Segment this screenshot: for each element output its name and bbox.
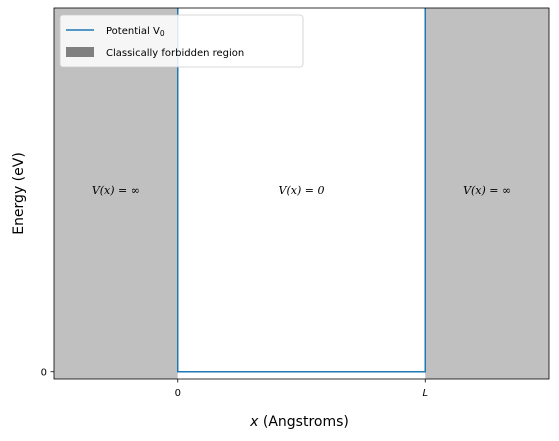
annotation-1: V(x) = 0 (279, 184, 325, 197)
legend-patch-label: Classically forbidden region (106, 48, 244, 59)
x-axis-label: x (Angstroms) (249, 414, 349, 430)
x-tick-label-0: 0 (175, 388, 181, 399)
annotation-0: V(x) = ∞ (92, 184, 140, 197)
x-axis-label-unit: (Angstroms) (258, 414, 348, 430)
forbidden-region-0 (54, 8, 178, 379)
legend-box (59, 14, 304, 68)
annotation-2: V(x) = ∞ (463, 184, 511, 197)
forbidden-region-1 (425, 8, 549, 379)
x-axis-label-variable: x (249, 414, 259, 430)
legend-line-label: Potential V0 (106, 26, 165, 38)
y-axis-label: Energy (eV) (11, 152, 27, 235)
plot-area (54, 8, 549, 379)
x-tick-label-1: L (422, 388, 428, 399)
y-tick-label-0: 0 (41, 368, 47, 379)
legend-patch-swatch (66, 47, 94, 57)
potential-line-0 (177, 8, 426, 373)
axes-frame (53, 7, 550, 380)
axes: 0 L 0 (41, 7, 550, 399)
annotations: V(x) = ∞ V(x) = 0 V(x) = ∞ (92, 184, 511, 197)
legend: Potential V0 Classically forbidden region (59, 14, 304, 68)
legend-line-label-subscript: 0 (160, 29, 165, 38)
